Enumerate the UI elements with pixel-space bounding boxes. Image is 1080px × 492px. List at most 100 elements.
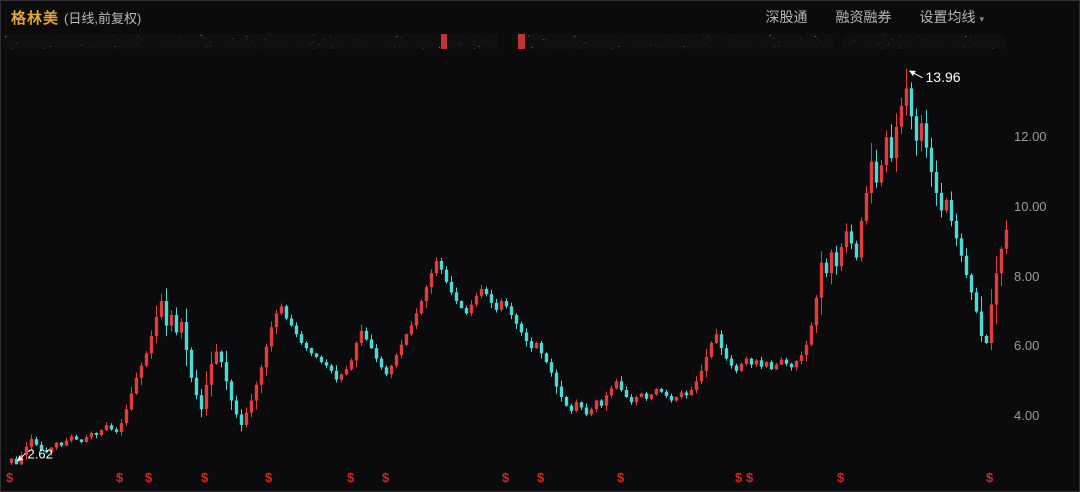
candle-body — [834, 252, 839, 267]
candle-body — [284, 306, 289, 319]
candle-body — [159, 301, 164, 317]
candle-body — [164, 301, 169, 326]
dividend-marker[interactable]: $ — [265, 470, 273, 485]
candle-body — [679, 392, 684, 397]
candle-body — [34, 439, 39, 445]
candle-body — [499, 301, 504, 310]
candle-body — [294, 325, 299, 335]
candle-body — [224, 362, 229, 382]
candle-body — [974, 292, 979, 312]
chevron-down-icon: ▾ — [979, 14, 984, 24]
candle-body — [509, 306, 514, 316]
candle-body — [344, 369, 349, 375]
candle-body — [924, 123, 929, 148]
dividend-marker[interactable]: $ — [986, 470, 994, 485]
candle-body — [399, 344, 404, 356]
candle-body — [864, 193, 869, 221]
candle-body — [104, 425, 109, 431]
candle-body — [149, 335, 154, 354]
candle-body — [719, 334, 724, 349]
candle-body — [69, 436, 74, 441]
candle-body — [609, 388, 614, 396]
dividend-marker[interactable]: $ — [382, 470, 390, 485]
candle-body — [724, 348, 729, 359]
candle-body — [239, 414, 244, 425]
candle-body — [274, 313, 279, 328]
candle-body — [659, 388, 664, 392]
candle-body — [229, 381, 234, 401]
candle-body — [684, 392, 689, 396]
candle-body — [59, 442, 64, 446]
price-tick-label: 12.00 — [1014, 129, 1047, 145]
redacted-ticker-strip — [3, 34, 1005, 49]
dividend-marker[interactable]: $ — [502, 470, 510, 485]
low-annotation-label: 2.62 — [28, 446, 53, 461]
strip-gap — [833, 34, 843, 49]
candle-body — [534, 342, 539, 349]
price-tick-label: 6.00 — [1014, 338, 1040, 354]
candle-body — [444, 269, 449, 282]
candle-body — [99, 430, 104, 436]
candle-body — [459, 301, 464, 309]
low-annotation-arrow — [17, 452, 26, 462]
high-annotation-label: 13.96 — [926, 69, 961, 85]
candle-body — [549, 362, 554, 373]
candle-body — [564, 397, 569, 406]
stock-name: 格林美 — [11, 9, 60, 27]
dividend-marker[interactable]: $ — [746, 470, 754, 485]
candle-body — [184, 322, 189, 350]
dividend-marker[interactable]: $ — [537, 470, 545, 485]
candle-body — [319, 356, 324, 363]
candle-body — [329, 365, 334, 371]
dividend-marker[interactable]: $ — [735, 470, 743, 485]
link-szse-connect[interactable]: 深股通 — [765, 9, 808, 25]
candle-body — [869, 161, 874, 193]
price-tick-label: 8.00 — [1014, 268, 1040, 284]
candle-body — [89, 432, 94, 438]
title-group: 格林美 (日线,前复权) — [11, 7, 141, 28]
link-margin-trading[interactable]: 融资融券 — [835, 9, 892, 25]
candle-body — [644, 393, 649, 399]
candle-body — [649, 394, 654, 399]
candle-body — [134, 377, 139, 394]
candle-body — [379, 358, 384, 368]
dividend-marker[interactable]: $ — [347, 470, 355, 485]
candle-body — [94, 432, 99, 436]
annotations-group: 13.96 2.62 — [17, 69, 961, 462]
candles-group — [9, 68, 1009, 465]
chart-header: 格林美 (日线,前复权) 深股通 融资融券 设置均线 ▾ — [11, 6, 1079, 28]
candle-body — [694, 381, 699, 391]
candle-body — [514, 315, 519, 324]
candle-body — [114, 429, 119, 432]
candle-body — [129, 393, 134, 410]
candle-body — [24, 446, 29, 456]
candle-body — [749, 358, 754, 365]
link-ma-settings[interactable]: 设置均线 ▾ — [919, 7, 984, 27]
candle-body — [494, 302, 499, 310]
dividend-marker[interactable]: $ — [6, 470, 14, 485]
candle-body — [709, 342, 714, 357]
candle-body — [634, 397, 639, 403]
candle-body — [584, 407, 589, 415]
candle-body — [919, 123, 924, 141]
candle-body — [949, 199, 954, 221]
candle-body — [479, 288, 484, 296]
dividend-marker[interactable]: $ — [145, 470, 153, 485]
candle-body — [789, 363, 794, 368]
candle-body — [279, 306, 284, 314]
candle-body — [214, 351, 219, 364]
dividend-marker[interactable]: $ — [116, 470, 124, 485]
dividend-marker[interactable]: $ — [837, 470, 845, 485]
dividend-marker[interactable]: $ — [617, 470, 625, 485]
candle-body — [964, 255, 969, 275]
candle-body — [54, 442, 59, 448]
candle-body — [764, 362, 769, 367]
candle-body — [394, 355, 399, 366]
candle-body — [574, 402, 579, 411]
candle-body — [304, 342, 309, 349]
dividend-marker[interactable]: $ — [201, 470, 209, 485]
candle-body — [64, 440, 69, 446]
candle-body — [484, 288, 489, 295]
